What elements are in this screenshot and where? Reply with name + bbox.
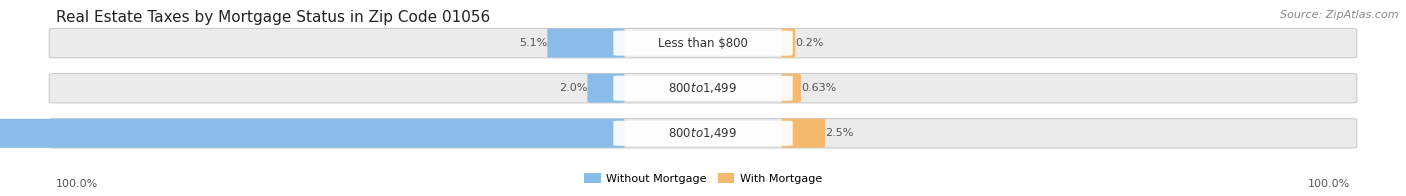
FancyBboxPatch shape xyxy=(613,121,793,146)
Legend: Without Mortgage, With Mortgage: Without Mortgage, With Mortgage xyxy=(579,169,827,189)
FancyBboxPatch shape xyxy=(0,119,624,148)
Text: Less than $800: Less than $800 xyxy=(658,37,748,50)
FancyBboxPatch shape xyxy=(782,29,796,58)
Text: Source: ZipAtlas.com: Source: ZipAtlas.com xyxy=(1281,10,1399,20)
Text: 100.0%: 100.0% xyxy=(56,179,98,189)
FancyBboxPatch shape xyxy=(613,76,793,101)
Text: 0.2%: 0.2% xyxy=(796,38,824,48)
Text: $800 to $1,499: $800 to $1,499 xyxy=(668,81,738,95)
FancyBboxPatch shape xyxy=(49,28,1357,58)
FancyBboxPatch shape xyxy=(588,74,624,103)
Text: $800 to $1,499: $800 to $1,499 xyxy=(668,126,738,140)
FancyBboxPatch shape xyxy=(49,119,1357,148)
Text: 2.5%: 2.5% xyxy=(825,128,853,138)
FancyBboxPatch shape xyxy=(782,119,825,148)
Text: 100.0%: 100.0% xyxy=(1308,179,1350,189)
Text: 2.0%: 2.0% xyxy=(560,83,588,93)
Text: 5.1%: 5.1% xyxy=(519,38,547,48)
FancyBboxPatch shape xyxy=(613,31,793,56)
Text: Real Estate Taxes by Mortgage Status in Zip Code 01056: Real Estate Taxes by Mortgage Status in … xyxy=(56,10,491,25)
Text: 0.63%: 0.63% xyxy=(801,83,837,93)
FancyBboxPatch shape xyxy=(547,29,624,58)
FancyBboxPatch shape xyxy=(782,74,801,103)
FancyBboxPatch shape xyxy=(49,74,1357,103)
